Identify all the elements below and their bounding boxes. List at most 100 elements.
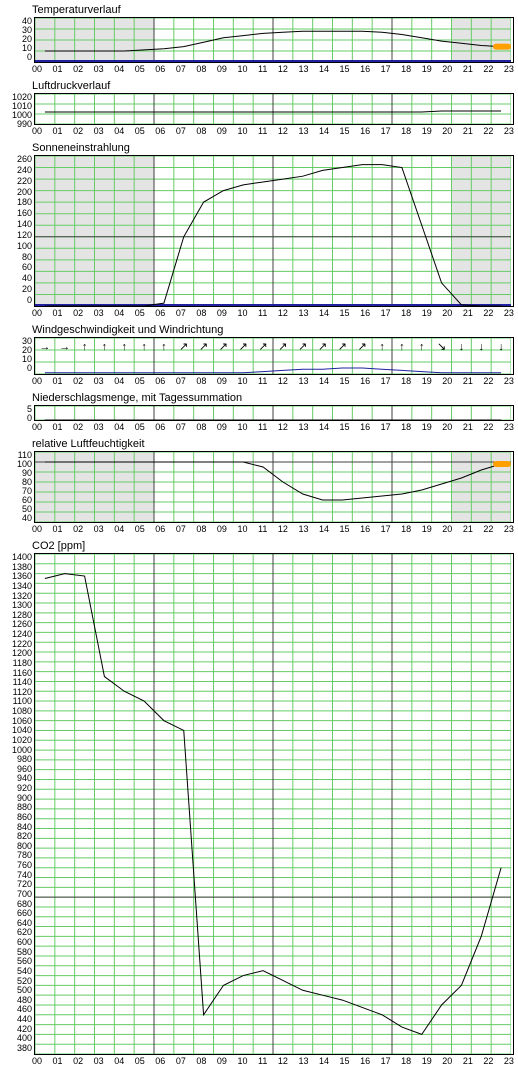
xtick-label: 04 — [114, 422, 124, 432]
xtick-label: 04 — [114, 126, 124, 136]
xtick-label: 02 — [73, 126, 83, 136]
svg-text:↑: ↑ — [141, 341, 147, 353]
xtick-label: 21 — [463, 376, 473, 386]
svg-text:↑: ↑ — [102, 341, 108, 353]
xtick-label: 16 — [360, 376, 370, 386]
xtick-label: 00 — [32, 308, 42, 318]
xtick-label: 23 — [504, 126, 514, 136]
xtick-label: 10 — [237, 524, 247, 534]
xtick-label: 00 — [32, 524, 42, 534]
xtick-label: 07 — [176, 1056, 186, 1066]
xtick-label: 05 — [135, 1056, 145, 1066]
xtick-label: 11 — [258, 376, 267, 386]
xtick-label: 23 — [504, 64, 514, 74]
y-axis-labels: 3020100 — [4, 337, 34, 373]
xtick-label: 15 — [340, 376, 350, 386]
xtick-label: 06 — [155, 376, 165, 386]
ytick-label: 160 — [17, 209, 32, 218]
x-axis-labels: 0001020304050607080910111213141516171819… — [32, 308, 514, 318]
svg-text:↑: ↑ — [419, 341, 425, 353]
svg-text:↗: ↗ — [338, 341, 347, 353]
ytick-label: 1140 — [13, 678, 32, 687]
ytick-label: 20 — [22, 285, 32, 294]
xtick-label: 13 — [298, 422, 308, 432]
xtick-label: 16 — [360, 524, 370, 534]
xtick-label: 21 — [463, 126, 473, 136]
svg-text:↗: ↗ — [358, 341, 367, 353]
ytick-label: 920 — [17, 784, 32, 793]
xtick-label: 13 — [298, 64, 308, 74]
xtick-label: 02 — [73, 308, 83, 318]
xtick-label: 23 — [504, 376, 514, 386]
plot-area — [34, 451, 514, 523]
xtick-label: 18 — [401, 308, 411, 318]
xtick-label: 06 — [155, 126, 165, 136]
chart-body: 3020100→→↑↑↑↑↑↗↗↗↗↗↗↗↗↗↗↑↑↑↘↓↓↓ — [4, 337, 514, 375]
svg-text:↗: ↗ — [278, 341, 287, 353]
ytick-label: 260 — [17, 155, 32, 164]
xtick-label: 22 — [483, 64, 493, 74]
xtick-label: 05 — [135, 524, 145, 534]
xtick-label: 20 — [442, 126, 452, 136]
xtick-label: 15 — [340, 422, 350, 432]
xtick-label: 21 — [463, 308, 473, 318]
xtick-label: 15 — [340, 126, 350, 136]
xtick-label: 19 — [422, 376, 432, 386]
ytick-label: 1240 — [12, 630, 32, 639]
xtick-label: 20 — [442, 524, 452, 534]
xtick-label: 19 — [422, 524, 432, 534]
xtick-label: 07 — [176, 308, 186, 318]
xtick-label: 07 — [176, 376, 186, 386]
xtick-label: 02 — [73, 422, 83, 432]
xtick-label: 01 — [53, 376, 63, 386]
xtick-label: 10 — [237, 64, 247, 74]
plot-area — [34, 17, 514, 63]
chart-title: relative Luftfeuchtigkeit — [32, 438, 514, 450]
plot-area — [34, 553, 514, 1055]
ytick-label: 40 — [22, 274, 32, 283]
xtick-label: 17 — [381, 376, 391, 386]
chart-humidity: relative Luftfeuchtigkeit110100908070605… — [4, 438, 514, 534]
xtick-label: 09 — [217, 308, 227, 318]
svg-text:↑: ↑ — [122, 341, 128, 353]
xtick-label: 02 — [73, 524, 83, 534]
xtick-label: 18 — [401, 524, 411, 534]
xtick-label: 09 — [217, 1056, 227, 1066]
xtick-label: 11 — [258, 524, 267, 534]
xtick-label: 10 — [237, 308, 247, 318]
y-axis-labels: 260240220200180160140120100806040200 — [4, 155, 34, 305]
xtick-label: 01 — [53, 524, 63, 534]
xtick-label: 14 — [319, 524, 329, 534]
ytick-label: 0 — [27, 53, 32, 62]
xtick-label: 09 — [217, 64, 227, 74]
xtick-label: 19 — [422, 126, 432, 136]
ytick-label: 1020 — [12, 736, 32, 745]
svg-text:→: → — [59, 341, 70, 353]
xtick-label: 16 — [360, 64, 370, 74]
x-axis-labels: 0001020304050607080910111213141516171819… — [32, 64, 514, 74]
xtick-label: 11 — [258, 64, 267, 74]
plot-area — [34, 93, 514, 125]
ytick-label: 980 — [17, 755, 32, 764]
chart-body: 110100908070605040 — [4, 451, 514, 523]
xtick-label: 04 — [114, 308, 124, 318]
xtick-label: 13 — [298, 126, 308, 136]
xtick-label: 23 — [504, 308, 514, 318]
xtick-label: 08 — [196, 308, 206, 318]
xtick-label: 13 — [298, 308, 308, 318]
y-axis-labels: 102010101000990 — [4, 93, 34, 123]
plot-area — [34, 155, 514, 307]
ytick-label: 0 — [27, 364, 32, 373]
xtick-label: 18 — [401, 376, 411, 386]
xtick-label: 22 — [483, 376, 493, 386]
xtick-label: 18 — [401, 1056, 411, 1066]
chart-co2: CO2 [ppm]1400138013601340132013001280126… — [4, 540, 514, 1066]
xtick-label: 01 — [53, 422, 63, 432]
xtick-label: 20 — [442, 64, 452, 74]
ytick-label: 40 — [22, 514, 32, 523]
xtick-label: 09 — [217, 376, 227, 386]
xtick-label: 07 — [176, 64, 186, 74]
ytick-label: 80 — [22, 253, 32, 262]
chart-wind: Windgeschwindigkeit und Windrichtung3020… — [4, 324, 514, 386]
xtick-label: 07 — [176, 126, 186, 136]
